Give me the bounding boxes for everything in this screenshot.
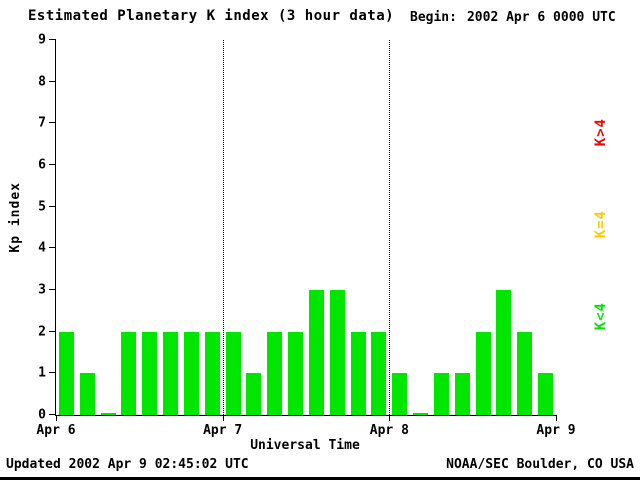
kp-bar: [142, 331, 158, 415]
y-tick: [49, 247, 56, 249]
day-boundary-gridline: [389, 40, 391, 415]
plot-area: 0 1 2 3 4 5 6 7 8 9 Apr 6 Apr 7 Apr 8 Apr 9: [36, 34, 575, 439]
kp-bar: [163, 331, 179, 415]
begin-time: Begin: 2002 Apr 6 0000 UTC: [410, 10, 616, 25]
kp-bar: [100, 413, 116, 415]
day-boundary-gridline: [222, 40, 224, 415]
legend: K>4 K=4 K<4: [586, 118, 616, 330]
y-tick: [49, 330, 56, 332]
kp-bar: [496, 290, 512, 415]
x-tick-label: Apr 9: [536, 423, 576, 438]
kp-bar: [204, 331, 220, 415]
y-tick: [49, 80, 56, 82]
y-axis-label: Kp index: [8, 182, 23, 253]
x-tick-label: Apr 8: [369, 423, 409, 438]
kp-bar: [121, 331, 137, 415]
y-tick: [49, 205, 56, 207]
y-tick-label: 4: [38, 240, 46, 256]
x-tick: [222, 415, 224, 421]
kp-bar: [350, 331, 366, 415]
y-tick-label: 8: [38, 74, 46, 90]
y-tick: [49, 414, 56, 415]
y-tick: [49, 372, 56, 374]
kp-bar: [454, 373, 470, 415]
x-tick-label: Apr 6: [36, 423, 76, 438]
y-tick-label: 7: [38, 115, 46, 131]
legend-item-k-gt-4: K>4: [593, 118, 609, 147]
kp-bar: [538, 373, 554, 415]
y-tick: [49, 289, 56, 290]
kp-bar: [246, 373, 262, 415]
y-tick-label: 2: [38, 324, 46, 340]
kp-bar: [517, 331, 533, 415]
kp-bar: [371, 331, 387, 415]
kp-bar: [58, 331, 74, 415]
kp-bar: [183, 331, 199, 415]
y-tick-label: 3: [38, 282, 46, 298]
kp-bar: [329, 290, 345, 415]
y-tick: [49, 39, 56, 40]
x-tick: [556, 415, 557, 421]
begin-label: Begin:: [410, 10, 457, 25]
y-tick-label: 5: [38, 199, 46, 215]
legend-item-k-lt-4: K<4: [593, 301, 609, 330]
updated-timestamp: Updated 2002 Apr 9 02:45:02 UTC: [6, 457, 249, 472]
y-tick-label: 0: [38, 407, 46, 423]
y-tick-label: 6: [38, 157, 46, 173]
y-tick: [49, 122, 56, 124]
kp-bar: [413, 413, 429, 415]
kp-bar: [79, 373, 95, 415]
x-axis-label: Universal Time: [250, 438, 360, 453]
source-attribution: NOAA/SEC Boulder, CO USA: [446, 457, 634, 472]
kp-bar: [392, 373, 408, 415]
kp-bar: [267, 331, 283, 415]
chart-title: Estimated Planetary K index (3 hour data…: [28, 8, 395, 24]
x-tick-label: Apr 7: [203, 423, 243, 438]
kp-bar: [308, 290, 324, 415]
kp-bar: [433, 373, 449, 415]
y-tick-label: 9: [38, 32, 46, 48]
x-tick: [389, 415, 391, 421]
x-tick: [56, 415, 57, 421]
legend-item-k-eq-4: K=4: [593, 209, 609, 239]
y-tick: [49, 164, 56, 165]
kp-bar: [475, 331, 491, 415]
kp-bar: [288, 331, 304, 415]
y-tick-label: 1: [38, 365, 46, 381]
begin-value: 2002 Apr 6 0000 UTC: [466, 10, 616, 25]
kp-bar: [225, 331, 241, 415]
